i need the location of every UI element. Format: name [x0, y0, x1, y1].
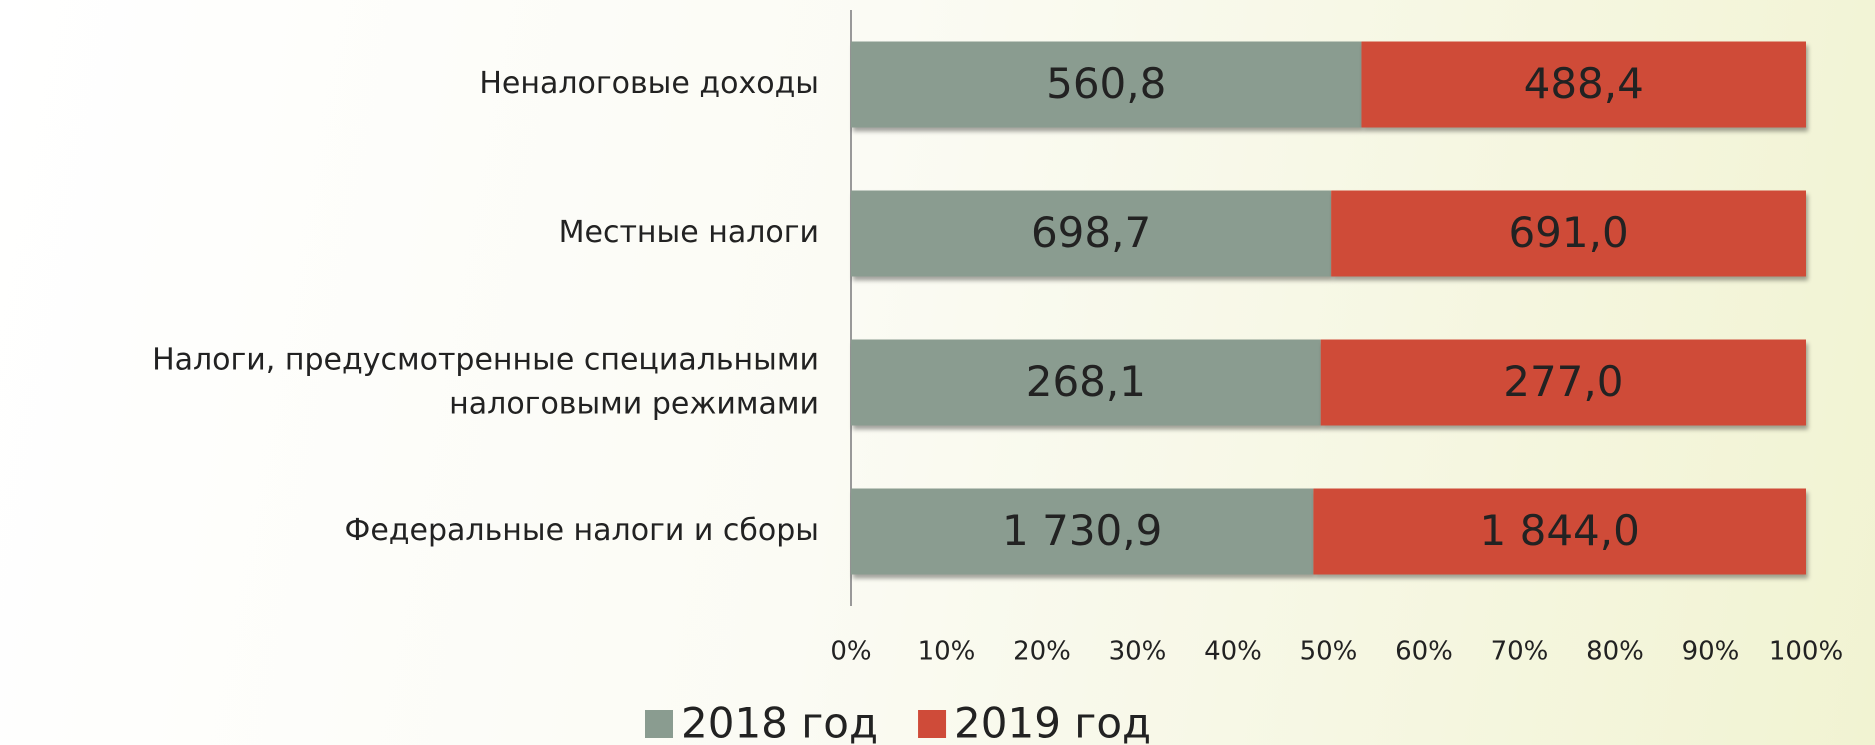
x-tick-label: 80%	[1586, 637, 1644, 667]
category-label: Неналоговые доходы	[479, 66, 819, 101]
x-tick-label: 60%	[1395, 637, 1453, 667]
bar-segment	[1320, 339, 1806, 426]
value-label: 560,8	[1046, 59, 1166, 108]
legend-swatch	[645, 710, 673, 738]
category-label: Местные налоги	[559, 215, 819, 250]
value-label: 268,1	[1026, 357, 1146, 406]
x-tick-label: 100%	[1769, 637, 1843, 667]
x-tick-label: 70%	[1491, 637, 1549, 667]
x-tick-label: 20%	[1013, 637, 1071, 667]
x-tick-label: 90%	[1682, 637, 1740, 667]
legend-swatch	[918, 710, 947, 738]
x-tick-label: 40%	[1204, 637, 1262, 667]
bar-segment	[851, 190, 1332, 277]
value-label: 488,4	[1524, 59, 1644, 108]
value-label: 1 730,9	[1002, 506, 1162, 555]
category-label: Налоги, предусмотренные специальными нало…	[152, 342, 819, 421]
category-label: Федеральные налоги и сборы	[345, 513, 820, 548]
value-label: 1 844,0	[1480, 506, 1640, 555]
bar-segment	[851, 488, 1314, 575]
x-tick-label: 10%	[918, 637, 976, 667]
bar-segment	[1331, 190, 1806, 277]
value-label: 698,7	[1031, 208, 1151, 257]
bar-segment	[1361, 41, 1806, 128]
bar-segment	[851, 41, 1362, 128]
value-label: 277,0	[1503, 357, 1623, 406]
legend-label: 2019 год	[954, 699, 1151, 745]
bar-segment	[851, 339, 1321, 426]
bar-segment	[1313, 488, 1806, 575]
x-tick-label: 0%	[830, 637, 871, 667]
legend-label: 2018 год	[681, 699, 878, 745]
x-tick-label: 30%	[1109, 637, 1167, 667]
value-label: 691,0	[1508, 208, 1628, 257]
x-tick-label: 50%	[1300, 637, 1358, 667]
